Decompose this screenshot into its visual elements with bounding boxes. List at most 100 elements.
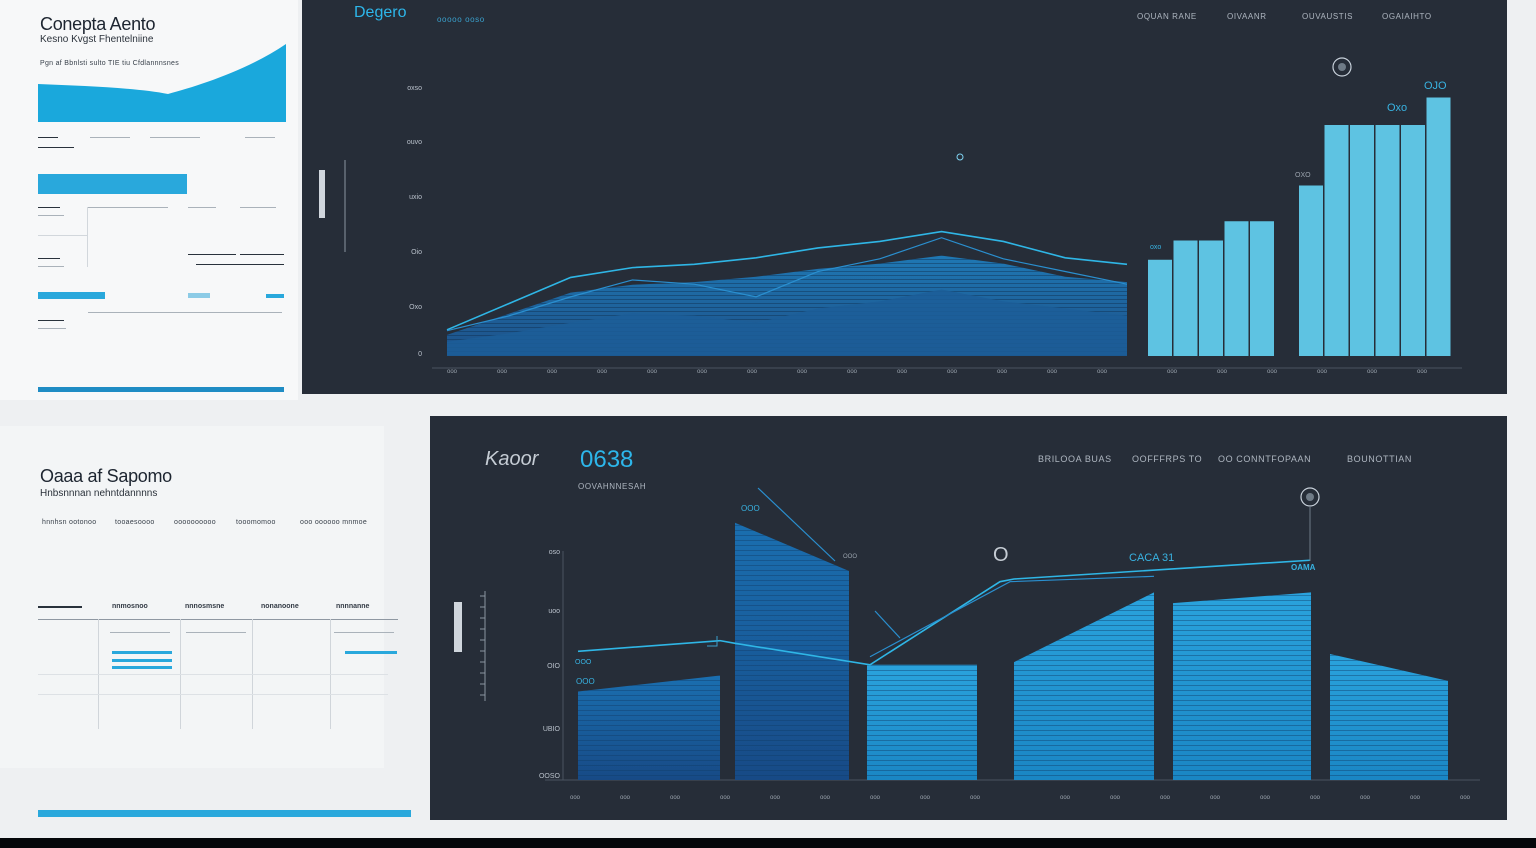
bar-hatch [578,675,720,780]
scale-legend-block [319,170,325,218]
meta-item: tooomomoo [236,519,276,526]
bar-label: Oxo [1387,102,1408,114]
chart-title-note: ooooo ooso [437,15,485,24]
bar [1173,240,1198,356]
bar-label: OJO [1424,80,1447,92]
x-tick-label: ooo [670,795,681,801]
x-tick-label: ooo [1217,369,1228,375]
legend-item[interactable]: OOFFFRPS TO [1132,454,1203,464]
progress-bar [38,174,187,194]
table-highlight [112,666,172,669]
bar-hatch [735,522,849,780]
screen-edge [0,838,1536,848]
x-tick-label: ooo [1317,369,1328,375]
x-tick-label: ooo [1060,795,1071,801]
table-rule [38,694,388,695]
top-chart-panel: Degero ooooo ooso OQUAN RANE OIVAANR OUV… [302,0,1507,394]
legend-item[interactable]: OIVAANR [1227,12,1267,21]
legend-item[interactable]: BRILOOA BUAS [1038,454,1112,464]
legend-item[interactable]: BOUNOTTIAN [1347,454,1413,464]
bar-hatch [1014,592,1154,780]
bar [1299,185,1323,356]
table-header: nnmosnoo [112,603,148,610]
card-subtitle: Kesno Kvgst Fhentelniine [40,34,154,45]
y-tick-label: ouvo [406,139,422,146]
table-rule [38,674,388,675]
divider [38,320,64,321]
target-marker-dot [1306,493,1314,501]
legend-item[interactable]: OGAIAIHTO [1382,12,1432,21]
meta-item: tooaesoooo [115,519,155,526]
legend-item[interactable]: OO CONNTFOPAAN [1218,454,1312,464]
divider [188,254,236,255]
legend-item[interactable]: OUVAUSTIS [1302,12,1354,21]
divider [38,215,64,216]
x-tick-label: ooo [1417,369,1428,375]
y-tick-label: oxso [407,85,422,92]
table-highlight [112,651,172,654]
x-tick-label: ooo [797,369,808,375]
progress-bar [188,293,210,298]
x-tick-label: ooo [947,369,958,375]
x-tick-label: ooo [1310,795,1321,801]
target-marker-dot [1338,63,1346,71]
kpi-value: 0638 [580,446,634,473]
divider [188,207,216,208]
x-tick-label: ooo [547,369,558,375]
chart-subtitle: OOVAHNNESAH [578,482,647,491]
y-tick-label: UBIO [542,726,560,733]
bar-label: OOO [843,554,858,560]
progress-bar [266,294,284,298]
x-tick-label: ooo [1367,369,1378,375]
x-tick-label: ooo [447,369,458,375]
x-tick-label: ooo [1260,795,1271,801]
x-tick-label: ooo [1167,369,1178,375]
x-tick-label: ooo [770,795,781,801]
x-tick-label: ooo [720,795,731,801]
table-header: nnnnanne [336,603,370,610]
top-chart-canvas: ooo ooo ooo ooo ooo ooo ooo ooo ooo ooo ooo ooo ooo o… [319,57,1462,375]
x-tick-label: ooo [497,369,508,375]
divider [87,207,88,267]
x-tick-label: ooo [1097,369,1108,375]
divider [38,328,66,329]
bottom-chart-panel: Kaoor 0638 OOVAHNNESAH BRILOOA BUAS OOFF… [430,416,1507,820]
table-rule [110,632,170,633]
table-header: nonanoone [261,603,299,610]
table-rule [38,619,398,620]
bar [1250,221,1274,356]
x-tick-label: ooo [820,795,831,801]
x-tick-label: ooo [697,369,708,375]
marker-label: O [993,544,1009,566]
line-series-2 [446,230,1128,331]
y-tick-label: uxio [409,194,422,201]
divider [245,137,275,138]
summary-card-bottom: Oaaa af Sapomo Hnbsnnnan nehntdannnns hn… [0,426,398,768]
x-tick-label: ooo [620,795,631,801]
x-tick-label: ooo [1047,369,1058,375]
divider [38,147,74,148]
y-tick-label: Oxo [409,304,422,311]
target-marker [1332,57,1352,77]
meta-item: hnnhsn ootonoo [42,519,97,526]
meta-item: oooooooooo [174,519,216,526]
x-tick-label: ooo [747,369,758,375]
x-tick-label: ooo [847,369,858,375]
divider [38,266,64,267]
x-tick-label: ooo [920,795,931,801]
footer-bar [38,387,284,392]
bar [1224,221,1249,356]
meta-item: ooo oooooo mnmoe [300,519,368,526]
chart-title: Degero [354,4,407,21]
x-tick-label: ooo [597,369,608,375]
x-tick-label: ooo [570,795,581,801]
divider [38,235,88,236]
card-title: Oaaa af Sapomo [40,466,172,486]
divider [150,137,200,138]
y-tick-label: 0 [418,351,422,358]
x-tick-label: ooo [1110,795,1121,801]
legend-item[interactable]: OQUAN RANE [1137,12,1197,21]
divider [88,312,282,313]
x-tick-label: ooo [647,369,658,375]
bar [1199,240,1223,356]
